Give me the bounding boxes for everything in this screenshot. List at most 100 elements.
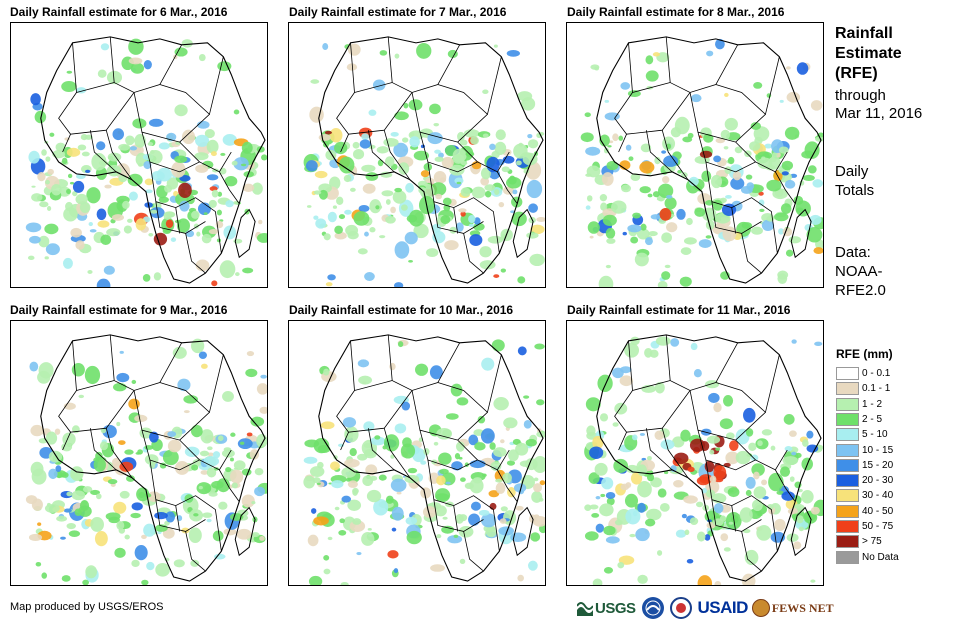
country-border (219, 171, 240, 204)
country-border (618, 133, 627, 153)
country-border (645, 130, 673, 173)
legend-swatch (836, 382, 859, 396)
country-border (179, 141, 200, 163)
legend-swatch (836, 443, 859, 457)
legend-swatch (836, 535, 859, 549)
country-border (149, 459, 222, 552)
country-border (159, 354, 224, 414)
country-border (109, 334, 183, 391)
legend-item: No Data (836, 550, 899, 565)
country-border (731, 207, 737, 234)
legend-swatch (836, 550, 859, 564)
legend-label: 30 - 40 (862, 490, 894, 502)
rainfall-map-4 (10, 320, 268, 586)
side-title-line3: (RFE) (835, 65, 878, 82)
legend-label: 20 - 30 (862, 475, 894, 487)
country-border (219, 469, 240, 502)
madagascar-outline (234, 208, 256, 259)
legend-label: 40 - 50 (862, 505, 894, 517)
rainfall-field (25, 38, 267, 287)
country-border (58, 92, 135, 135)
country-border (72, 42, 115, 93)
noaa-logo-icon (641, 597, 664, 619)
country-border (457, 141, 478, 163)
panel-title-2: Daily Rainfall estimate for 7 Mar., 2016 (289, 5, 507, 19)
legend-label: > 75 (862, 536, 882, 548)
rainfall-map-2 (288, 22, 546, 288)
rainfall-field (584, 336, 823, 585)
panel-title-4: Daily Rainfall estimate for 9 Mar., 2016 (10, 303, 228, 317)
usgs-wave-icon (577, 602, 593, 616)
legend-swatch (836, 412, 859, 426)
country-border (689, 92, 766, 143)
side-through: through (835, 87, 886, 104)
country-border (133, 92, 210, 143)
country-border (155, 201, 206, 234)
usgs-logo: USGS (577, 600, 636, 617)
country-border (741, 233, 762, 274)
legend-title: RFE (mm) (836, 347, 893, 361)
country-border (62, 133, 71, 153)
country-border (665, 36, 739, 93)
rainfall-field (580, 38, 823, 287)
legend-item: 10 - 15 (836, 443, 893, 458)
africa-coastline (318, 36, 544, 284)
legend-item: 0 - 0.1 (836, 366, 890, 381)
legend-swatch (836, 428, 859, 442)
fews-net-logo: FEWS NET (751, 599, 834, 617)
country-border (427, 459, 500, 552)
country-border (735, 141, 756, 163)
country-border (453, 207, 459, 234)
panel-title-5: Daily Rainfall estimate for 10 Mar., 201… (289, 303, 514, 317)
country-border (340, 133, 349, 153)
country-border (89, 428, 117, 471)
country-border (715, 56, 780, 116)
country-border (149, 161, 222, 254)
country-border (711, 499, 762, 532)
country-border (340, 431, 349, 451)
legend-item: 50 - 75 (836, 519, 893, 534)
country-border (741, 531, 762, 572)
madagascar-outline (512, 506, 534, 557)
legend-label: 2 - 5 (862, 413, 883, 425)
rainfall-field (303, 42, 545, 287)
africa-coastline (40, 36, 266, 284)
rainfall-map-1 (10, 22, 268, 288)
country-border (141, 132, 232, 173)
country-border (433, 201, 484, 234)
legend-item: 5 - 10 (836, 427, 888, 442)
rainfall-field (25, 338, 267, 585)
legend-swatch (836, 458, 859, 472)
country-border (735, 439, 756, 461)
legend-label: 5 - 10 (862, 429, 888, 441)
legend-item: 20 - 30 (836, 473, 893, 488)
country-border (775, 469, 796, 502)
side-data-source-2: RFE2.0 (835, 282, 886, 299)
madagascar-outline (512, 208, 534, 259)
legend-label: No Data (862, 551, 899, 563)
country-border (463, 233, 484, 274)
usgs-logo-text: USGS (595, 599, 636, 617)
country-border (437, 56, 502, 116)
country-border (175, 505, 181, 532)
panel-title-3: Daily Rainfall estimate for 8 Mar., 2016 (567, 5, 785, 19)
country-border (628, 42, 671, 93)
country-border (463, 531, 484, 572)
legend-item: 30 - 40 (836, 488, 893, 503)
madagascar-outline (234, 506, 256, 557)
country-border (419, 132, 510, 173)
legend-item: 1 - 2 (836, 397, 882, 412)
legend-label: 10 - 15 (862, 444, 894, 456)
country-border (457, 439, 478, 461)
country-border (705, 161, 778, 254)
country-border (411, 390, 488, 441)
side-title-line2: Estimate (835, 45, 902, 62)
madagascar-outline (790, 208, 812, 259)
country-border (411, 92, 488, 143)
country-border (185, 233, 206, 274)
country-border (715, 354, 780, 414)
country-border (697, 430, 788, 471)
country-border (614, 390, 691, 433)
side-data-label: Data: (835, 244, 871, 261)
country-border (427, 161, 500, 254)
